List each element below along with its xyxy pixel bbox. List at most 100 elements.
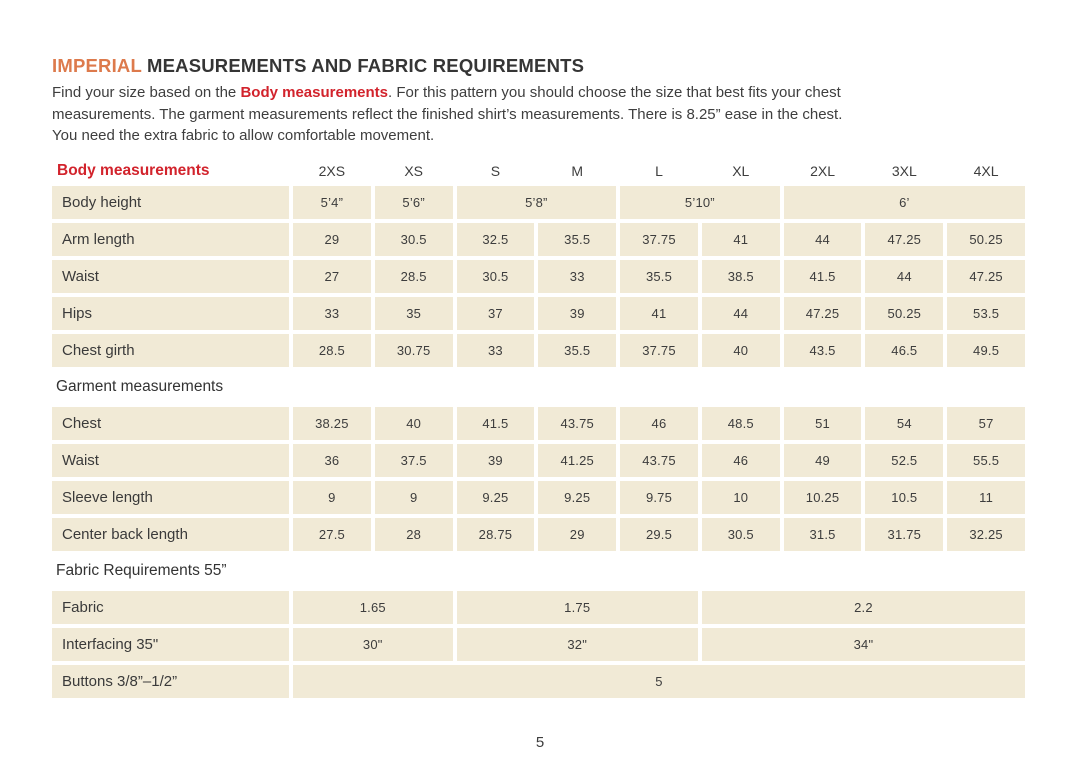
value-cell: 40 <box>701 333 780 367</box>
intro-line-1-pre: Find your size based on the <box>52 84 241 101</box>
value-cell: 32.25 <box>947 517 1025 551</box>
value-cell: 11 <box>947 480 1025 514</box>
value-cell: 40 <box>374 406 453 440</box>
table-row: Center back length 27.5 28 28.75 29 29.5 30.5 3… <box>52 517 1025 551</box>
value-cell: 30" <box>293 627 453 661</box>
value-cell: 43.75 <box>538 406 617 440</box>
value-cell: 44 <box>865 259 944 293</box>
value-cell: 35.5 <box>620 259 698 293</box>
value-cell: 52.5 <box>865 443 944 477</box>
value-cell: 50.25 <box>865 296 944 330</box>
table-row: Chest girth 28.5 30.75 33 35.5 37.75 40 43.5 46.… <box>52 333 1025 367</box>
row-label-cell: Interfacing 35" <box>52 627 289 661</box>
intro-line-1-post: . For this pattern you should choose the… <box>388 84 841 101</box>
value-cell: 9.25 <box>456 480 535 514</box>
row-label-cell: Sleeve length <box>52 480 289 514</box>
value-cell: 35.5 <box>538 222 617 256</box>
value-cell: 37.75 <box>620 222 698 256</box>
intro-line-1-bold: Body measurements <box>240 84 389 101</box>
value-cell: 43.5 <box>783 333 862 367</box>
value-cell: 6’ <box>783 185 1025 219</box>
section-heading: Fabric Requirements 55” <box>56 561 227 579</box>
table-row: Interfacing 35" 30" 32" 34" <box>52 627 1025 661</box>
value-cell: 57 <box>947 406 1025 440</box>
value-cell: 41.5 <box>783 259 862 293</box>
table-row: Chest 38.25 40 41.5 43.75 46 48.5 51 54 57 <box>52 406 1025 440</box>
table-row: Hips 33 35 37 39 41 44 47.25 50.25 53.5 <box>52 296 1025 330</box>
size-column-header: 3XL <box>891 162 917 179</box>
value-cell: 30.5 <box>701 517 780 551</box>
row-label-cell: Waist <box>52 259 289 293</box>
value-cell: 41.25 <box>538 443 617 477</box>
value-cell: 37 <box>456 296 535 330</box>
page-number: 5 <box>535 734 545 751</box>
table-row: Sleeve length 9 9 9.25 9.25 9.75 10 10.25 10.5 11 <box>52 480 1025 514</box>
size-column-header: 2XS <box>318 162 346 179</box>
value-cell: 46 <box>701 443 780 477</box>
page-content: IMPERIAL MEASUREMENTS AND FABRIC REQUIRE… <box>52 54 1025 702</box>
value-cell: 9 <box>374 480 453 514</box>
value-cell: 32" <box>456 627 698 661</box>
table-row: Fabric 1.65 1.75 2.2 <box>52 590 1025 624</box>
value-cell: 27 <box>293 259 371 293</box>
value-cell: 30.5 <box>374 222 453 256</box>
value-cell: 33 <box>538 259 617 293</box>
size-column-header: 4XL <box>973 162 999 179</box>
value-cell: 28 <box>374 517 453 551</box>
value-cell: 36 <box>293 443 371 477</box>
value-cell: 1.75 <box>456 590 698 624</box>
size-column-header: 2XL <box>810 162 835 179</box>
value-cell: 32.5 <box>456 222 535 256</box>
value-cell: 9.25 <box>538 480 617 514</box>
value-cell: 33 <box>456 333 535 367</box>
section-heading: Garment measurements <box>56 377 224 395</box>
table-header-row: Body measurements 2XS XS S M L XL 2XL 3XL 4XL <box>52 162 1025 180</box>
value-cell: 46 <box>620 406 698 440</box>
size-column-header: M <box>571 162 584 179</box>
value-cell: 28.5 <box>293 333 371 367</box>
value-cell: 31.5 <box>783 517 862 551</box>
value-cell: 5’8” <box>456 185 617 219</box>
value-cell: 31.75 <box>865 517 944 551</box>
row-label-cell: Chest girth <box>52 333 289 367</box>
value-cell: 43.75 <box>620 443 698 477</box>
row-label-cell: Center back length <box>52 517 289 551</box>
intro-line-3: You need the extra fabric to allow comfo… <box>52 127 435 144</box>
value-cell: 53.5 <box>947 296 1025 330</box>
value-cell: 29 <box>538 517 617 551</box>
value-cell: 55.5 <box>947 443 1025 477</box>
value-cell: 28.75 <box>456 517 535 551</box>
value-cell: 28.5 <box>374 259 453 293</box>
value-cell: 49 <box>783 443 862 477</box>
value-cell: 39 <box>538 296 617 330</box>
value-cell: 46.5 <box>865 333 944 367</box>
value-cell: 33 <box>293 296 371 330</box>
value-cell: 44 <box>701 296 780 330</box>
table-row: Buttons 3/8”–1/2” 5 <box>52 664 1025 698</box>
value-cell: 54 <box>865 406 944 440</box>
intro-line-1: Find your size based on the Body measure… <box>52 82 1025 104</box>
size-column-header: L <box>655 162 663 179</box>
value-cell: 1.65 <box>293 590 453 624</box>
measurements-table: Body measurements 2XS XS S M L XL 2XL 3XL 4XL Body… <box>52 162 1025 698</box>
page-title-highlight: IMPERIAL <box>52 55 142 76</box>
table-header-label: Body measurements <box>57 161 210 179</box>
value-cell: 38.25 <box>293 406 371 440</box>
table-row: Waist 36 37.5 39 41.25 43.75 46 49 52.5 55.5 <box>52 443 1025 477</box>
value-cell: 44 <box>783 222 862 256</box>
value-cell: 9.75 <box>620 480 698 514</box>
value-cell: 47.25 <box>947 259 1025 293</box>
value-cell: 49.5 <box>947 333 1025 367</box>
value-cell: 41 <box>620 296 698 330</box>
value-cell: 5’10” <box>620 185 780 219</box>
value-cell: 37.5 <box>374 443 453 477</box>
row-label-cell: Arm length <box>52 222 289 256</box>
value-cell: 30.75 <box>374 333 453 367</box>
value-cell: 10 <box>701 480 780 514</box>
value-cell: 29 <box>293 222 371 256</box>
value-cell: 5’6” <box>374 185 453 219</box>
size-column-header: S <box>490 162 501 179</box>
row-label-cell: Hips <box>52 296 289 330</box>
value-cell: 47.25 <box>865 222 944 256</box>
